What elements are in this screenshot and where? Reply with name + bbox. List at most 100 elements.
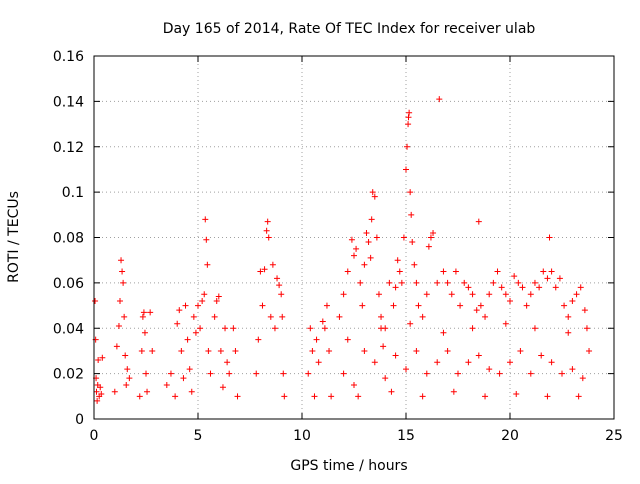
data-point <box>477 302 484 309</box>
data-point <box>219 384 226 391</box>
data-point <box>450 388 457 395</box>
data-point <box>502 320 509 327</box>
data-point <box>386 279 393 286</box>
data-point <box>546 234 553 241</box>
data-point <box>340 291 347 298</box>
data-point <box>323 302 330 309</box>
y-tick-label: 0.06 <box>53 276 84 292</box>
data-point <box>211 313 218 320</box>
data-point <box>147 309 154 316</box>
data-point <box>552 284 559 291</box>
data-point <box>413 279 420 286</box>
data-point <box>448 291 455 298</box>
data-point <box>234 393 241 400</box>
data-point <box>511 273 518 280</box>
data-point <box>115 322 122 329</box>
data-point <box>174 320 181 327</box>
data-point <box>496 370 503 377</box>
data-point <box>419 313 426 320</box>
data-point <box>313 336 320 343</box>
data-point <box>519 284 526 291</box>
data-point <box>278 291 285 298</box>
data-point <box>340 370 347 377</box>
data-point <box>515 279 522 286</box>
data-point <box>494 268 501 275</box>
data-point <box>565 329 572 336</box>
data-point <box>461 279 468 286</box>
data-point <box>111 388 118 395</box>
x-tick-label: 10 <box>293 428 311 444</box>
data-point <box>178 347 185 354</box>
data-point <box>315 359 322 366</box>
data-point <box>482 393 489 400</box>
data-point <box>321 325 328 332</box>
grid-lines <box>94 56 614 419</box>
data-point <box>404 143 411 150</box>
data-point <box>224 359 231 366</box>
data-point <box>577 284 584 291</box>
data-point <box>351 381 357 388</box>
data-point <box>357 279 364 286</box>
data-point <box>473 307 480 314</box>
data-point <box>141 329 148 336</box>
data-point <box>281 393 288 400</box>
data-point <box>199 298 206 305</box>
data-point <box>122 352 129 359</box>
data-point <box>586 347 593 354</box>
data-point <box>371 193 378 200</box>
data-point <box>388 388 395 395</box>
y-tick-label: 0.04 <box>53 321 84 337</box>
data-point <box>365 239 372 246</box>
data-point <box>98 391 105 398</box>
data-point <box>423 370 430 377</box>
data-point <box>427 234 434 241</box>
data-point <box>95 357 102 364</box>
x-tick-label: 5 <box>194 428 203 444</box>
data-point <box>359 302 366 309</box>
data-point <box>444 279 451 286</box>
data-point <box>507 359 513 366</box>
data-point <box>400 234 407 241</box>
data-point <box>575 393 582 400</box>
data-point <box>569 298 576 305</box>
data-point <box>348 236 355 243</box>
data-point <box>138 347 145 354</box>
data-point <box>226 370 233 377</box>
data-point <box>361 261 368 268</box>
data-point <box>136 393 143 400</box>
x-tick-label: 20 <box>501 428 519 444</box>
data-point <box>378 313 385 320</box>
data-point <box>430 229 437 236</box>
data-point <box>469 325 476 332</box>
data-point <box>531 279 538 286</box>
data-point <box>121 313 128 320</box>
data-point <box>344 336 351 343</box>
y-tick-label: 0.02 <box>53 367 84 383</box>
chart-title: Day 165 of 2014, Rate Of TEC Index for r… <box>163 21 536 37</box>
data-point <box>118 257 125 264</box>
y-tick-label: 0.12 <box>53 140 84 156</box>
y-tick-label: 0.1 <box>62 185 84 201</box>
data-point <box>201 291 208 298</box>
data-point <box>544 275 551 282</box>
data-point <box>213 298 220 305</box>
data-point <box>559 370 565 377</box>
data-point <box>465 284 472 291</box>
x-tick-label: 0 <box>90 428 99 444</box>
data-point <box>579 375 586 382</box>
data-point <box>409 239 416 246</box>
data-point <box>269 261 276 268</box>
data-point <box>411 261 418 268</box>
data-point <box>180 375 187 382</box>
data-point <box>363 229 370 236</box>
data-point <box>455 370 461 377</box>
data-point <box>513 391 520 398</box>
data-point <box>548 268 555 275</box>
data-point <box>556 275 563 282</box>
data-point <box>486 291 493 298</box>
data-point <box>311 393 318 400</box>
y-tick-label: 0.08 <box>53 231 84 247</box>
data-point <box>536 284 543 291</box>
